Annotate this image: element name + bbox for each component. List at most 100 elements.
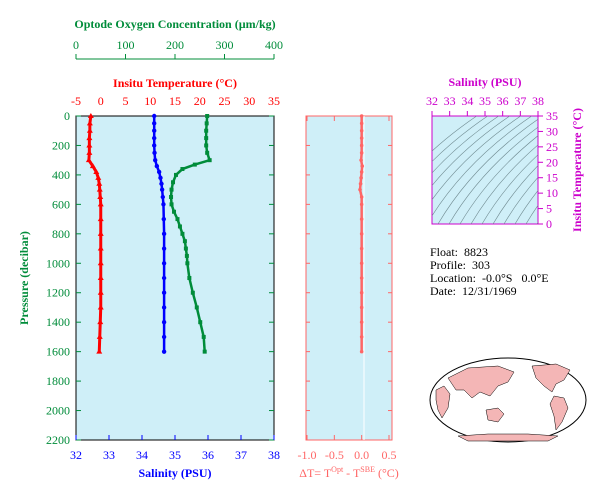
ts-contour xyxy=(492,165,538,224)
ts-contour xyxy=(432,116,533,217)
delta-point xyxy=(358,187,362,192)
delta-point xyxy=(359,202,364,207)
oxygen-point xyxy=(169,195,174,199)
oxygen-point xyxy=(204,121,209,126)
temperature-tick-label: 20 xyxy=(194,94,206,108)
ts-contour xyxy=(432,116,489,162)
profile-line: Profile: 303 xyxy=(430,259,605,272)
float-info: Float: 8823 Profile: 303 Location: -0.0°… xyxy=(430,246,605,310)
temperature-point xyxy=(87,113,94,118)
ts-ytick-label: 20 xyxy=(546,155,558,169)
oxygen-point xyxy=(198,320,203,325)
ts-contour xyxy=(432,116,478,152)
salinity-tick-label: 32 xyxy=(70,448,82,462)
salinity-point xyxy=(153,157,158,163)
location-line: Location: -0.0°S 0.0°E xyxy=(430,272,605,285)
oxygen-point xyxy=(187,276,192,280)
ts-contour xyxy=(432,116,500,174)
ts-xtick-label: 35 xyxy=(479,94,491,108)
delta-title-main: ΔT= T xyxy=(299,466,332,480)
pressure-axis-ticks: 0 200 400 600 800 1000 1200 1400 1600 1800 2000 220… xyxy=(46,109,274,447)
temperature-tick-label: 30 xyxy=(243,94,255,108)
temperature-tick-label: 35 xyxy=(268,94,280,108)
ts-ytick-label: 15 xyxy=(546,171,558,185)
oxygen-point xyxy=(172,209,177,214)
location-label: Location: xyxy=(430,271,476,285)
oxygen-point xyxy=(171,180,176,185)
pressure-tick-label: 1800 xyxy=(46,374,70,388)
oxygen-axis-ticks: 0 100 200 300 400 xyxy=(73,38,283,59)
oxygen-tick-label: 300 xyxy=(216,38,234,52)
salinity-tick-label: 38 xyxy=(268,448,280,462)
temperature-point xyxy=(97,230,104,236)
oxygen-point xyxy=(204,136,209,141)
temperature-point xyxy=(86,120,93,126)
delta-series xyxy=(358,114,365,354)
ts-temperature-title: Insitu Temperature (°C) xyxy=(570,108,584,232)
salinity-point xyxy=(156,169,162,175)
salinity-tick-label: 36 xyxy=(202,448,214,462)
oxygen-point xyxy=(180,167,185,172)
pressure-tick-label: 800 xyxy=(52,227,70,241)
ts-plot-area xyxy=(431,115,539,225)
delta-tick-label: -0.5 xyxy=(325,448,344,462)
ts-ytick-label: 25 xyxy=(546,140,558,154)
temperature-point xyxy=(86,127,93,133)
float-line: Float: 8823 xyxy=(430,246,605,259)
map-land-northamerica xyxy=(531,363,571,393)
temperature-point xyxy=(97,194,104,199)
ts-salinity-ticks: 32 33 34 35 36 37 38 xyxy=(426,94,544,116)
salinity-point xyxy=(152,135,157,141)
delta-point xyxy=(359,232,364,236)
profile-series xyxy=(85,113,212,354)
pressure-tick-label: 0 xyxy=(64,109,70,123)
salinity-tick-label: 37 xyxy=(235,448,247,462)
salinity-point xyxy=(152,128,157,133)
temperature-tick-label: 0 xyxy=(98,94,104,108)
oxygen-point xyxy=(182,239,187,244)
temperature-point xyxy=(96,348,103,354)
temperature-point xyxy=(96,186,103,192)
delta-title-mid: - T xyxy=(343,466,361,480)
pressure-tick-label: 1200 xyxy=(46,286,70,300)
profile-plot-area xyxy=(75,115,275,441)
date-label: Date: xyxy=(430,284,456,298)
pressure-tick-label: 2200 xyxy=(46,433,70,447)
temperature-point xyxy=(86,149,93,155)
delta-point xyxy=(359,176,363,180)
temperature-point xyxy=(89,163,96,169)
temperature-point xyxy=(85,157,92,163)
salinity-point xyxy=(161,319,167,325)
ts-contour xyxy=(459,135,538,224)
delta-point xyxy=(359,128,364,133)
delta-axis-title: ΔT= TOpt - TSBE (°C) xyxy=(299,465,399,480)
oxygen-tick-label: 100 xyxy=(117,38,135,52)
temperature-tick-label: 15 xyxy=(169,94,181,108)
delta-point xyxy=(359,151,364,155)
temperature-point xyxy=(97,275,104,280)
oxygen-point xyxy=(207,158,212,163)
oxygen-axis-title: Optode Oxygen Concentration (µm/kg) xyxy=(74,17,275,31)
delta-title-end: (°C) xyxy=(375,466,399,480)
salinity-point xyxy=(161,275,167,281)
oxygen-line xyxy=(169,115,212,352)
oxygen-point xyxy=(169,202,174,207)
pressure-tick-label: 1400 xyxy=(46,315,70,329)
oxygen-point xyxy=(180,231,185,236)
oxygen-point xyxy=(183,246,188,251)
temperature-point xyxy=(86,142,93,148)
delta-point xyxy=(359,246,364,251)
salinity-point xyxy=(159,181,164,186)
salinity-point xyxy=(161,231,167,237)
temperature-point xyxy=(86,135,93,141)
map-land-asia xyxy=(447,365,515,399)
salinity-point xyxy=(161,202,166,207)
ts-contour xyxy=(437,118,538,224)
salinity-tick-label: 33 xyxy=(103,448,115,462)
temperature-point xyxy=(97,245,104,251)
ts-density-contours xyxy=(432,116,538,224)
ts-contour xyxy=(448,126,538,224)
temperature-point xyxy=(97,260,104,266)
